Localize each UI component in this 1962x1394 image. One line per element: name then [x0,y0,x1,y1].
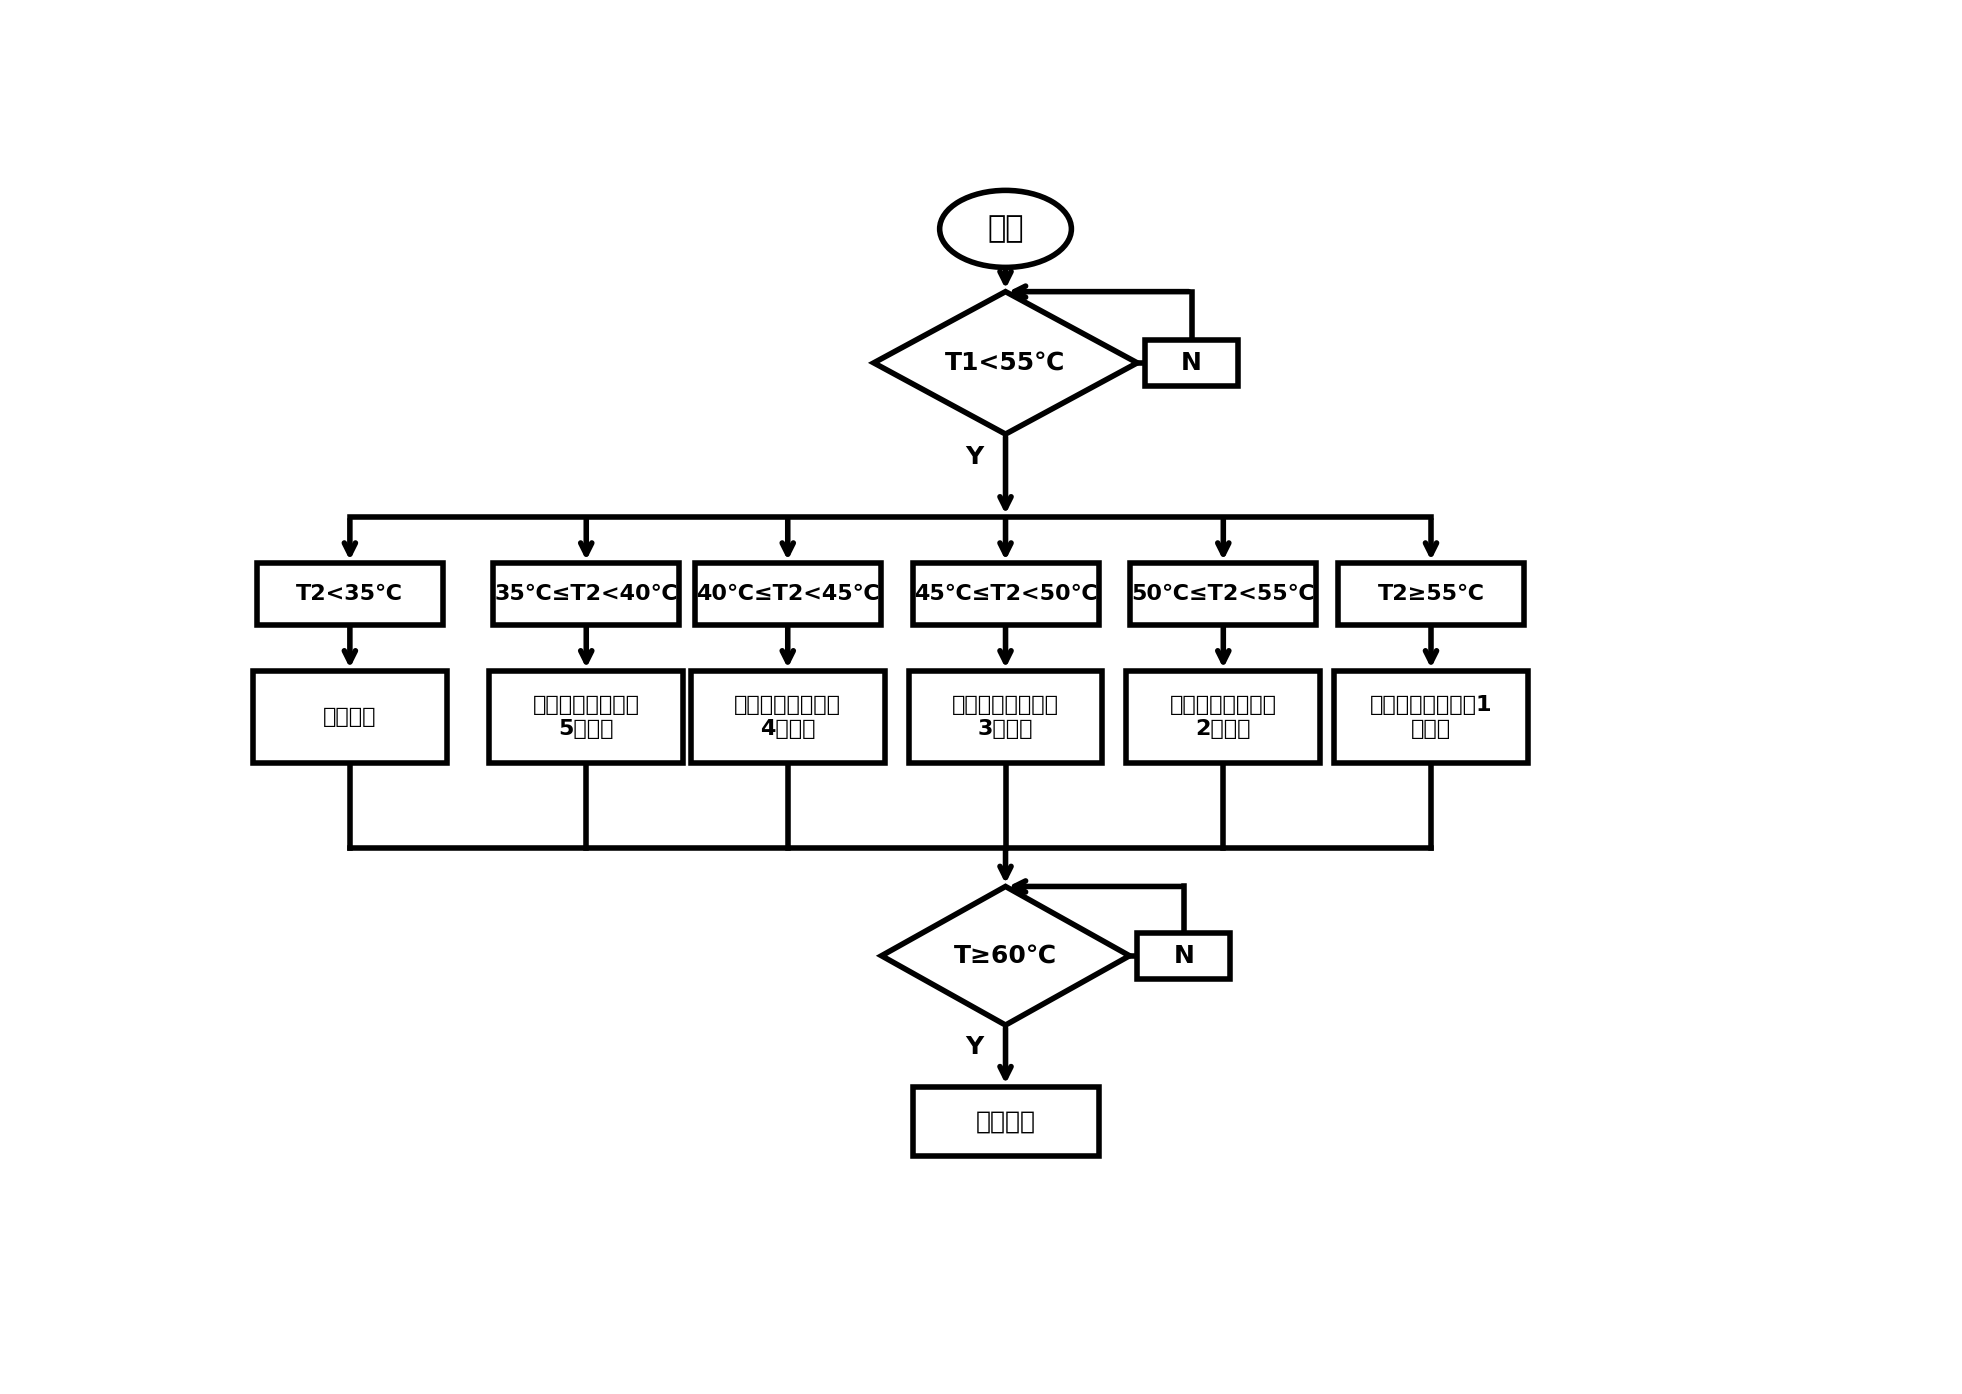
Text: 工作累计时间最短
3台启动: 工作累计时间最短 3台启动 [952,696,1059,739]
Bar [695,563,881,625]
Text: T2≥55℃: T2≥55℃ [1377,584,1485,604]
Bar [1146,340,1238,386]
Bar [691,671,885,764]
Text: 40℃≤T2<45℃: 40℃≤T2<45℃ [697,584,879,604]
Text: N: N [1181,351,1203,375]
Polygon shape [873,291,1138,434]
Text: 工作累计时间最短
2台启动: 工作累计时间最短 2台启动 [1169,696,1277,739]
Text: 停止加热: 停止加热 [975,1110,1036,1133]
Bar [1338,563,1524,625]
Bar [257,563,443,625]
Text: N: N [1173,944,1195,967]
Bar [492,563,679,625]
Bar [1126,671,1320,764]
Bar [1138,933,1230,979]
Text: 工作累计时间最短1
台启动: 工作累计时间最短1 台启动 [1369,696,1493,739]
Text: Y: Y [965,1034,983,1058]
Text: T1<55℃: T1<55℃ [946,351,1065,375]
Ellipse shape [940,191,1071,268]
Bar [1334,671,1528,764]
Bar [908,671,1103,764]
Bar [912,563,1099,625]
Text: 开始: 开始 [987,215,1024,244]
Bar [253,671,447,764]
Text: Y: Y [965,445,983,470]
Polygon shape [881,887,1130,1025]
Text: 工作累计时间最短
4台启动: 工作累计时间最短 4台启动 [734,696,842,739]
Bar [912,1087,1099,1156]
Text: 50℃≤T2<55℃: 50℃≤T2<55℃ [1132,584,1315,604]
Text: 35℃≤T2<40℃: 35℃≤T2<40℃ [494,584,679,604]
Bar [1130,563,1317,625]
Bar [489,671,683,764]
Text: 45℃≤T2<50℃: 45℃≤T2<50℃ [914,584,1097,604]
Text: T≥60℃: T≥60℃ [954,944,1058,967]
Text: T2<35℃: T2<35℃ [296,584,404,604]
Text: 全部运行: 全部运行 [324,707,377,728]
Text: 工作累计时间最短
5台启动: 工作累计时间最短 5台启动 [534,696,640,739]
